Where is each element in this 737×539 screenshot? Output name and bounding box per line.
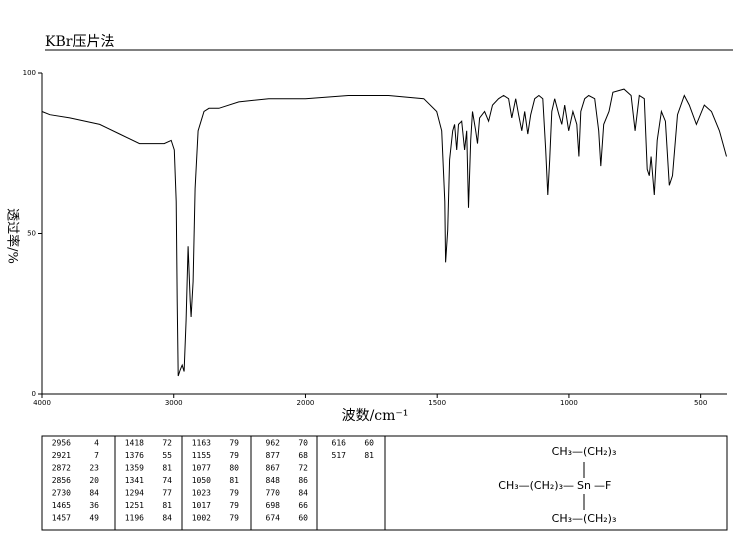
peak-wavenumber: 1294 (125, 489, 144, 498)
y-tick-label: 100 (23, 69, 36, 77)
peak-wavenumber: 1418 (125, 439, 144, 448)
peak-wavenumber: 616 (332, 439, 347, 448)
peak-transmittance: 7 (94, 451, 99, 460)
peak-transmittance: 74 (162, 476, 172, 485)
peak-transmittance: 72 (298, 464, 308, 473)
peak-transmittance: 60 (298, 514, 308, 523)
peak-transmittance: 66 (298, 501, 308, 510)
peak-wavenumber: 962 (266, 439, 281, 448)
y-tick-label: 50 (27, 230, 36, 238)
x-tick-label: 2000 (297, 399, 315, 407)
peak-transmittance: 81 (162, 464, 172, 473)
peak-transmittance: 81 (364, 451, 374, 460)
peak-transmittance: 79 (229, 489, 239, 498)
peak-transmittance: 84 (298, 489, 308, 498)
x-axis-label: 波数/cm⁻¹ (342, 408, 409, 424)
peak-wavenumber: 1002 (192, 514, 211, 523)
peak-wavenumber: 1196 (125, 514, 144, 523)
peak-wavenumber: 1251 (125, 501, 144, 510)
peak-wavenumber: 1457 (52, 514, 71, 523)
peak-transmittance: 84 (162, 514, 172, 523)
peak-wavenumber: 1023 (192, 489, 211, 498)
peak-transmittance: 81 (229, 476, 239, 485)
x-tick-label: 1000 (560, 399, 578, 407)
peak-transmittance: 84 (89, 489, 99, 498)
peak-wavenumber: 1077 (192, 464, 211, 473)
peak-wavenumber: 674 (266, 514, 281, 523)
peak-transmittance: 68 (298, 451, 308, 460)
peak-transmittance: 72 (162, 439, 172, 448)
peak-transmittance: 79 (229, 514, 239, 523)
peak-wavenumber: 1341 (125, 476, 144, 485)
structure-right: —F (594, 479, 611, 492)
peak-wavenumber: 2921 (52, 451, 71, 460)
peak-wavenumber: 770 (266, 489, 281, 498)
x-tick-label: 4000 (33, 399, 51, 407)
peak-transmittance: 80 (229, 464, 239, 473)
peak-transmittance: 79 (229, 451, 239, 460)
structure-left: CH₃—(CH₂)₃— (498, 479, 574, 492)
x-tick-label: 3000 (165, 399, 183, 407)
peak-transmittance: 79 (229, 501, 239, 510)
peak-wavenumber: 1017 (192, 501, 211, 510)
peak-wavenumber: 2730 (52, 489, 71, 498)
peak-wavenumber: 848 (266, 476, 281, 485)
structure-center: Sn (577, 479, 591, 492)
peak-transmittance: 70 (298, 439, 308, 448)
peak-wavenumber: 1376 (125, 451, 144, 460)
y-axis-label: 透过率/% (5, 208, 21, 264)
peak-wavenumber: 1465 (52, 501, 71, 510)
chart-title: KBr压片法 (45, 34, 114, 50)
peak-wavenumber: 1359 (125, 464, 144, 473)
peak-transmittance: 20 (89, 476, 99, 485)
peak-wavenumber: 517 (332, 451, 347, 460)
peak-wavenumber: 1155 (192, 451, 211, 460)
peak-transmittance: 86 (298, 476, 308, 485)
peak-wavenumber: 2956 (52, 439, 71, 448)
x-tick-label: 1500 (428, 399, 446, 407)
peak-transmittance: 23 (89, 464, 99, 473)
peak-transmittance: 36 (89, 501, 99, 510)
peak-transmittance: 4 (94, 439, 99, 448)
peak-transmittance: 49 (89, 514, 99, 523)
peak-transmittance: 77 (162, 489, 172, 498)
peak-transmittance: 55 (162, 451, 172, 460)
x-tick-label: 500 (694, 399, 707, 407)
peak-wavenumber: 2872 (52, 464, 71, 473)
peak-transmittance: 60 (364, 439, 374, 448)
structure-top: CH₃—(CH₂)₃ (552, 445, 617, 458)
peak-wavenumber: 2856 (52, 476, 71, 485)
peak-wavenumber: 877 (266, 451, 281, 460)
structure-bottom: CH₃—(CH₂)₃ (552, 512, 617, 525)
peak-wavenumber: 698 (266, 501, 281, 510)
peak-transmittance: 81 (162, 501, 172, 510)
peak-wavenumber: 867 (266, 464, 281, 473)
peak-transmittance: 79 (229, 439, 239, 448)
peak-wavenumber: 1163 (192, 439, 211, 448)
peak-wavenumber: 1050 (192, 476, 211, 485)
y-tick-label: 0 (32, 390, 36, 398)
spectrum-line (41, 88, 727, 377)
